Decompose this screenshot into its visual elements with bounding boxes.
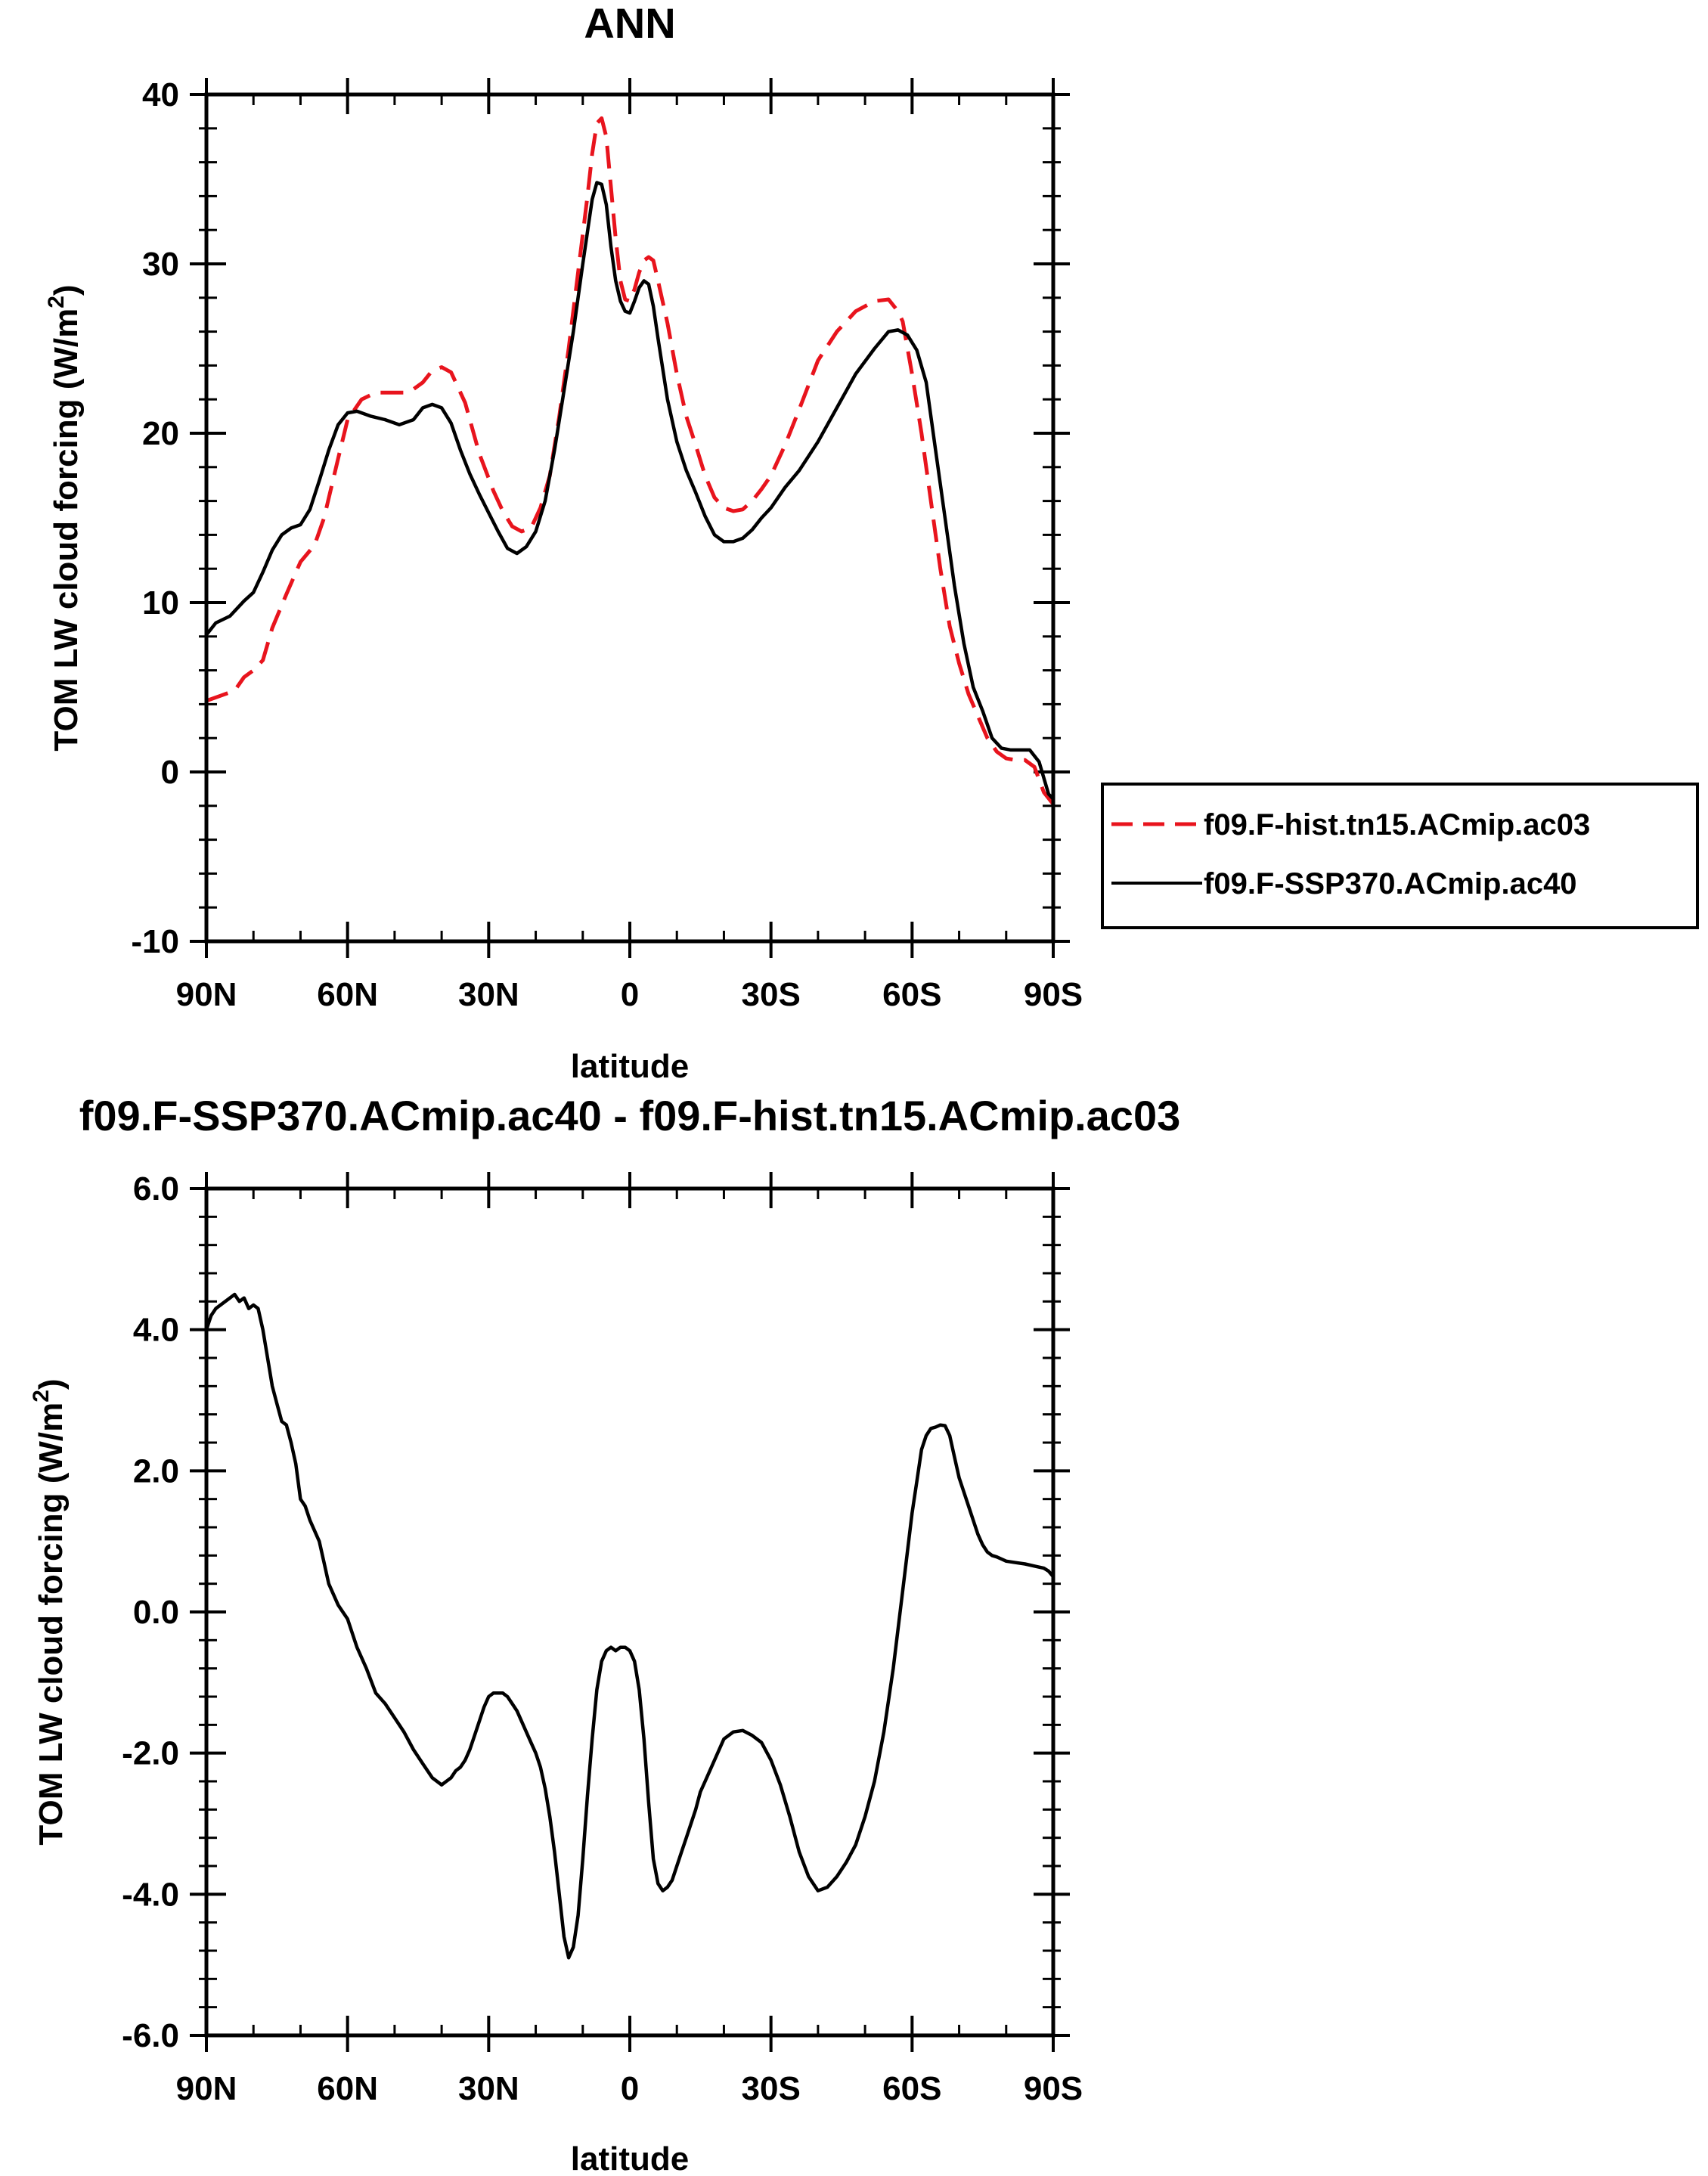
legend-label-hist: f09.F-hist.tn15.ACmip.ac03 bbox=[1204, 808, 1590, 842]
top-y-tick-labels: 40 30 20 10 0 -10 bbox=[131, 76, 179, 960]
bottom-axis-ticks bbox=[190, 1172, 1070, 2052]
top-chart-title: ANN bbox=[584, 0, 675, 47]
y-tick-label: 0.0 bbox=[133, 1594, 179, 1631]
bottom-panel: f09.F-SSP370.ACmip.ac40 - f09.F-hist.tn1… bbox=[29, 1092, 1180, 2176]
series-line-hist bbox=[206, 116, 1055, 806]
y-tick-label: -2.0 bbox=[122, 1735, 179, 1772]
top-panel: ANN 40 30 20 10 0 -10 90N 60N 30N 0 30S 60S 90S lat… bbox=[44, 0, 1699, 1085]
bottom-y-tick-labels: 6.0 4.0 2.0 0.0 -2.0 -4.0 -6.0 bbox=[122, 1170, 179, 2054]
top-x-axis-label: latitude bbox=[571, 1048, 689, 1085]
legend-label-ssp370: f09.F-SSP370.ACmip.ac40 bbox=[1204, 867, 1577, 900]
bottom-chart-title: f09.F-SSP370.ACmip.ac40 - f09.F-hist.tn1… bbox=[79, 1092, 1181, 1139]
bottom-series-lines bbox=[204, 1292, 1055, 1960]
x-tick-label: 0 bbox=[621, 2070, 639, 2107]
x-tick-label: 90N bbox=[176, 2070, 237, 2107]
x-tick-label: 90N bbox=[176, 976, 237, 1013]
legend-box bbox=[1101, 783, 1699, 929]
y-tick-label: -10 bbox=[131, 923, 179, 960]
series-line-difference bbox=[204, 1292, 1055, 1960]
x-tick-label: 30N bbox=[458, 976, 519, 1013]
x-tick-label: 30S bbox=[742, 2070, 801, 2107]
y-tick-label: 2.0 bbox=[133, 1452, 179, 1489]
series-line-ssp370 bbox=[205, 181, 1055, 801]
y-tick-label: 0 bbox=[161, 754, 179, 791]
x-tick-label: 60N bbox=[317, 2070, 378, 2107]
y-tick-label: 4.0 bbox=[133, 1312, 179, 1349]
legend: f09.F-hist.tn15.ACmip.ac03 f09.F-SSP370.… bbox=[1101, 783, 1699, 929]
bottom-plot-frame bbox=[204, 1186, 1055, 2038]
bottom-x-axis-label: latitude bbox=[571, 2140, 689, 2176]
y-tick-label: 6.0 bbox=[133, 1170, 179, 1207]
x-tick-label: 90S bbox=[1024, 976, 1083, 1013]
x-tick-label: 30S bbox=[742, 976, 801, 1013]
y-tick-label: -4.0 bbox=[122, 1876, 179, 1913]
top-axis-ticks bbox=[190, 78, 1070, 958]
bottom-x-tick-labels: 90N 60N 30N 0 30S 60S 90S bbox=[176, 2070, 1083, 2107]
x-tick-label: 0 bbox=[621, 976, 639, 1013]
top-y-axis-label: TOM LW cloud forcing (W/m2) bbox=[44, 284, 85, 751]
x-tick-label: 30N bbox=[458, 2070, 519, 2107]
y-tick-label: -6.0 bbox=[122, 2017, 179, 2054]
top-plot-frame bbox=[204, 92, 1055, 944]
x-tick-label: 60N bbox=[317, 976, 378, 1013]
bottom-y-axis-label: TOM LW cloud forcing (W/m2) bbox=[29, 1378, 70, 1845]
y-tick-label: 30 bbox=[142, 246, 179, 283]
x-tick-label: 60S bbox=[882, 2070, 941, 2107]
y-tick-label: 20 bbox=[142, 415, 179, 452]
x-tick-label: 90S bbox=[1024, 2070, 1083, 2107]
top-series-lines bbox=[205, 116, 1055, 806]
y-tick-label: 10 bbox=[142, 584, 179, 621]
x-tick-label: 60S bbox=[882, 976, 941, 1013]
y-tick-label: 40 bbox=[142, 76, 179, 113]
top-x-tick-labels: 90N 60N 30N 0 30S 60S 90S bbox=[176, 976, 1083, 1013]
